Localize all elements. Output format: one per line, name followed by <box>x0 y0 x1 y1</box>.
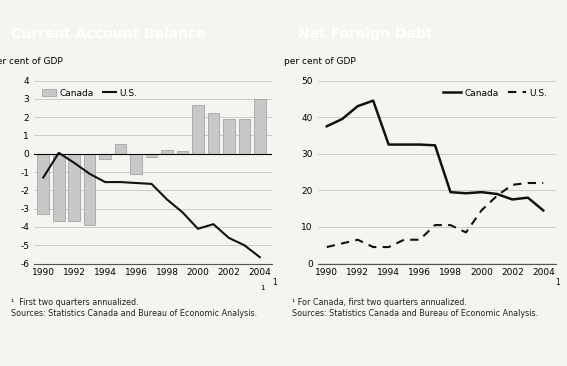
Bar <box>239 119 250 154</box>
Bar <box>223 119 235 154</box>
Bar <box>115 143 126 154</box>
Bar <box>146 154 158 157</box>
Text: 1: 1 <box>260 285 264 291</box>
Legend: Canada, U.S.: Canada, U.S. <box>39 85 141 101</box>
Text: Net Foreign Debt: Net Foreign Debt <box>298 27 432 41</box>
Text: 1: 1 <box>556 278 560 287</box>
Legend: Canada, U.S.: Canada, U.S. <box>439 85 551 101</box>
Text: per cent of GDP: per cent of GDP <box>284 57 356 66</box>
Bar <box>99 154 111 159</box>
Bar <box>53 154 65 221</box>
Bar <box>177 151 188 154</box>
Text: Current Account Balance: Current Account Balance <box>11 27 206 41</box>
Bar <box>192 105 204 154</box>
Text: per cent of GDP: per cent of GDP <box>0 57 63 66</box>
Bar <box>161 150 173 154</box>
Text: 1: 1 <box>272 278 277 287</box>
Text: ¹  First two quarters annualized.
Sources: Statistics Canada and Bureau of Econo: ¹ First two quarters annualized. Sources… <box>11 298 257 318</box>
Bar <box>208 113 219 154</box>
Bar <box>130 154 142 174</box>
Bar <box>37 154 49 214</box>
Bar <box>69 154 80 221</box>
Bar <box>254 99 265 154</box>
Text: ¹ For Canada, first two quarters annualized.
Sources: Statistics Canada and Bure: ¹ For Canada, first two quarters annuali… <box>292 298 538 318</box>
Bar <box>84 154 95 225</box>
